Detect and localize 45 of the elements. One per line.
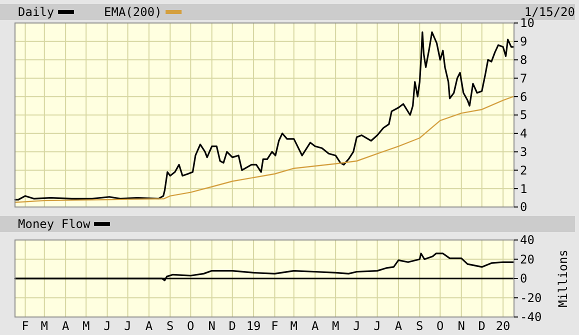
y-tick-label: 4 <box>520 126 528 141</box>
x-tick-label: F <box>22 319 29 333</box>
legend-label: EMA(200) <box>104 5 162 19</box>
y-tick-label: 1 <box>520 182 528 196</box>
x-tick-label: 20 <box>496 319 510 333</box>
legend-label: Daily <box>18 5 54 19</box>
y-axis-title: Millions <box>556 250 570 308</box>
x-tick-label: D <box>228 319 236 333</box>
y-tick-label: 6 <box>520 90 528 104</box>
x-tick-label: M <box>290 319 298 333</box>
x-tick-label: O <box>436 319 444 333</box>
y-tick-label: 40 <box>520 233 534 248</box>
x-tick-label: A <box>145 319 154 333</box>
x-tick-label: N <box>208 319 216 333</box>
y-tick-label: 5 <box>520 108 528 122</box>
y-tick-label: -40 <box>520 310 542 324</box>
x-tick-label: F <box>271 319 278 333</box>
y-tick-label: 7 <box>520 71 528 86</box>
y-tick-label: 0 <box>520 200 528 214</box>
x-tick-label: A <box>394 319 403 333</box>
y-tick-label: 0 <box>520 272 528 286</box>
text: 1/15/20 <box>524 5 575 19</box>
y-tick-label: 9 <box>520 34 528 49</box>
x-tick-label: M <box>332 319 340 333</box>
x-tick-label: S <box>416 319 424 333</box>
x-tick-label: A <box>62 319 70 333</box>
x-tick-label: A <box>311 319 320 333</box>
y-tick-label: 20 <box>520 252 534 266</box>
legend-label: Money Flow <box>18 217 92 231</box>
x-tick-label: N <box>458 319 465 333</box>
x-tick-label: J <box>374 319 381 333</box>
x-tick-label: D <box>478 319 486 333</box>
x-tick-label: S <box>166 319 174 333</box>
y-tick-label: 3 <box>520 145 528 159</box>
x-tick-label: M <box>82 319 90 333</box>
y-tick-label: -20 <box>520 290 542 305</box>
x-tick-label: J <box>104 319 111 333</box>
x-tick-label: J <box>353 319 360 333</box>
x-tick-label: J <box>124 319 132 333</box>
x-tick-label: 19 <box>246 319 261 333</box>
x-tick-label: O <box>187 319 194 333</box>
y-tick-label: 8 <box>520 53 528 67</box>
y-tick-label: 2 <box>520 163 528 178</box>
x-tick-label: M <box>40 319 48 333</box>
y-tick-label: 10 <box>520 16 534 30</box>
